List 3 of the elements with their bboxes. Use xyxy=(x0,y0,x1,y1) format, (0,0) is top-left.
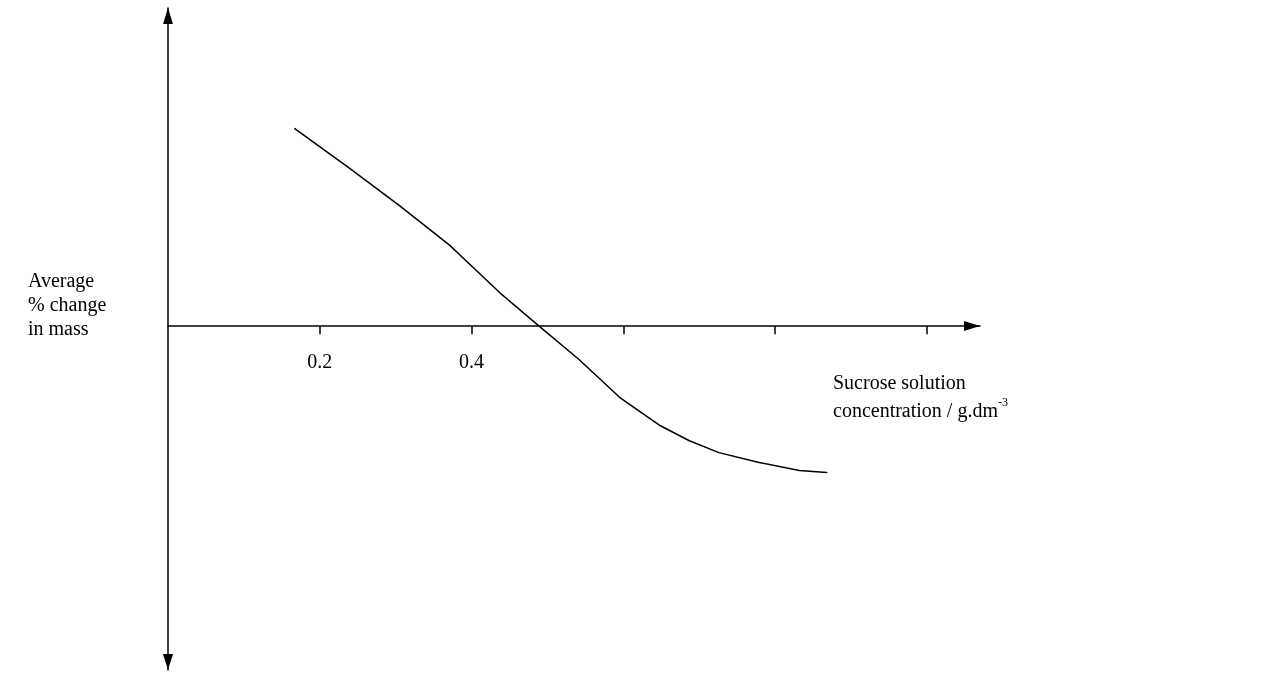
x-tick-label: 0.2 xyxy=(307,350,333,374)
y-axis-title: Average % change in mass xyxy=(28,269,107,339)
x-tick-label: 0.4 xyxy=(459,350,485,374)
